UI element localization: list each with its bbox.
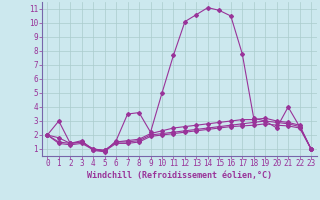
X-axis label: Windchill (Refroidissement éolien,°C): Windchill (Refroidissement éolien,°C) bbox=[87, 171, 272, 180]
